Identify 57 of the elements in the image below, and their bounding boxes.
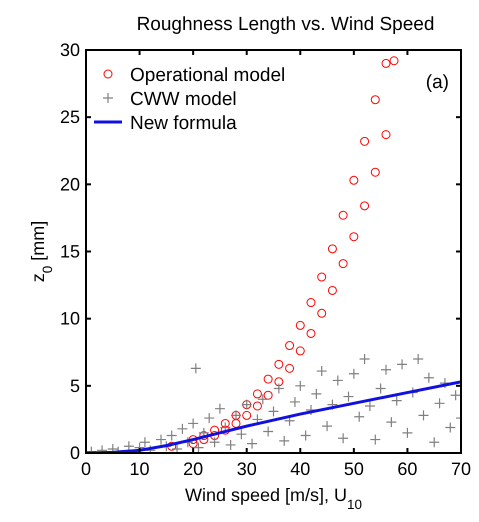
point [370, 168, 380, 177]
legend-label: Operational model [130, 65, 286, 86]
point [338, 210, 348, 220]
point [199, 431, 208, 440]
point [370, 95, 380, 104]
point [232, 418, 240, 428]
point [349, 176, 358, 185]
point [382, 130, 390, 140]
point [199, 435, 208, 444]
x-tick-label: 70 [450, 459, 472, 479]
legend-label: New formula [130, 113, 238, 134]
point [210, 431, 220, 440]
legend-label: CWW model [130, 89, 237, 110]
point [328, 286, 337, 295]
x-tick-label: 60 [397, 459, 418, 479]
point [242, 410, 252, 420]
point [264, 390, 273, 400]
y-tick-label: 25 [60, 107, 80, 128]
point [349, 232, 358, 242]
line-series [86, 380, 461, 453]
point [188, 435, 198, 444]
point [252, 389, 262, 398]
x-tick-label: 10 [130, 459, 150, 479]
point [274, 377, 284, 386]
x-tick-label: 50 [344, 459, 364, 479]
point [317, 308, 326, 318]
x-tick-label: 30 [236, 459, 257, 479]
point [296, 320, 305, 330]
y-tick-label: 10 [60, 308, 80, 329]
point [317, 272, 326, 282]
point [328, 244, 337, 254]
annotation: (a) [426, 72, 449, 93]
y-tick-label: 0 [70, 443, 80, 463]
x-tick-label: 20 [183, 459, 204, 479]
point [306, 298, 316, 308]
y-tick-label: 30 [60, 40, 80, 60]
x-axis-title: Wind speed [m/s], U$_{10}$ [184, 485, 362, 512]
point [220, 426, 230, 435]
point [167, 442, 176, 451]
point [274, 360, 284, 369]
point [252, 401, 262, 410]
point [390, 56, 399, 66]
point [306, 328, 316, 338]
y-tick-label: 15 [60, 242, 80, 262]
point [220, 418, 230, 428]
point [296, 346, 305, 356]
point [338, 259, 348, 268]
point [360, 201, 370, 210]
y-tick-label: 5 [70, 376, 80, 396]
x-tick-label: 40 [290, 459, 310, 479]
point [285, 341, 294, 350]
point [382, 58, 390, 68]
point [360, 136, 370, 146]
chart-title: Roughness Length vs. Wind Speed [136, 14, 434, 35]
y-tick-label: 20 [60, 174, 80, 194]
point [285, 364, 294, 373]
point [264, 374, 273, 384]
